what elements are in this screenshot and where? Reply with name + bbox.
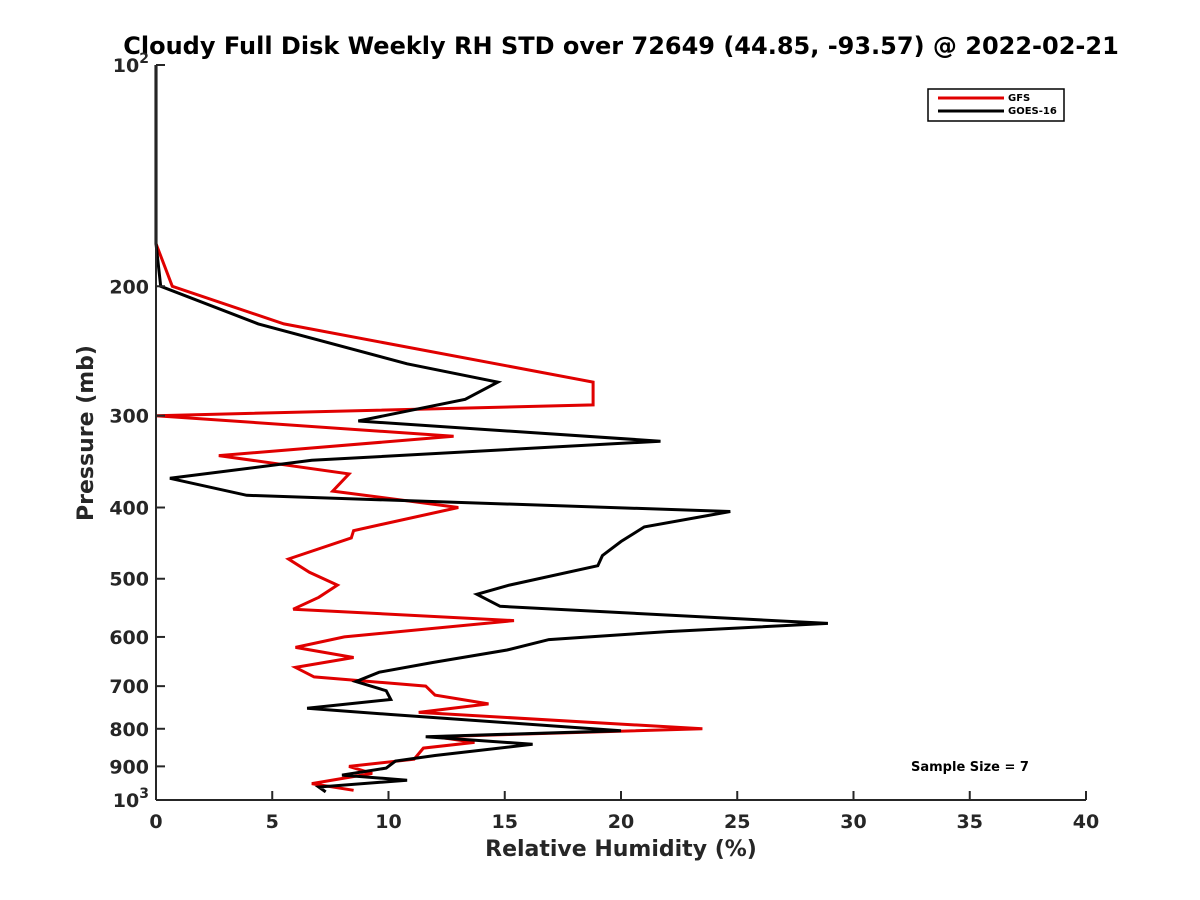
y-tick-label: 700 [109, 676, 149, 698]
x-tick-label: 25 [724, 811, 750, 833]
y-tick-label: 200 [109, 276, 149, 298]
plot-area [154, 65, 828, 794]
legend-box [927, 88, 1065, 122]
y-tick-label: 103 [113, 786, 149, 812]
sample-size-annotation: Sample Size = 7 [911, 760, 1029, 775]
axes: 0 5 10 15 20 25 30 35 40 102 200 300 400 500 600 700 80… [109, 51, 1099, 833]
y-tick-label: 500 [109, 569, 149, 591]
x-tick-label: 0 [149, 811, 162, 833]
y-tick-label: 900 [109, 756, 149, 778]
legend-label-goes16: GOES-16 [1008, 106, 1057, 117]
y-ticks: 102 200 300 400 500 600 700 800 900 103 [109, 51, 165, 812]
legend-label-gfs: GFS [1008, 93, 1030, 104]
y-tick-label: 300 [109, 406, 149, 428]
y-tick-label: 600 [109, 627, 149, 649]
x-ticks: 0 5 10 15 20 25 30 35 40 [149, 791, 1099, 833]
x-tick-label: 30 [840, 811, 866, 833]
y-axis-label: Pressure (mb) [74, 345, 99, 521]
y-tick-label: 102 [113, 51, 149, 77]
series-line-goes16 [154, 65, 828, 794]
series-layer [154, 65, 828, 794]
x-tick-label: 35 [957, 811, 983, 833]
y-tick-label: 400 [109, 498, 149, 520]
legend: GFS GOES-16 [927, 88, 1065, 122]
x-tick-label: 5 [266, 811, 279, 833]
chart-title: Cloudy Full Disk Weekly RH STD over 7264… [123, 32, 1119, 60]
x-tick-label: 20 [608, 811, 634, 833]
x-tick-label: 40 [1073, 811, 1099, 833]
series-line-gfs [154, 65, 703, 792]
x-axis-label: Relative Humidity (%) [485, 837, 757, 862]
x-tick-label: 15 [492, 811, 518, 833]
y-tick-label: 800 [109, 719, 149, 741]
x-tick-label: 10 [375, 811, 401, 833]
